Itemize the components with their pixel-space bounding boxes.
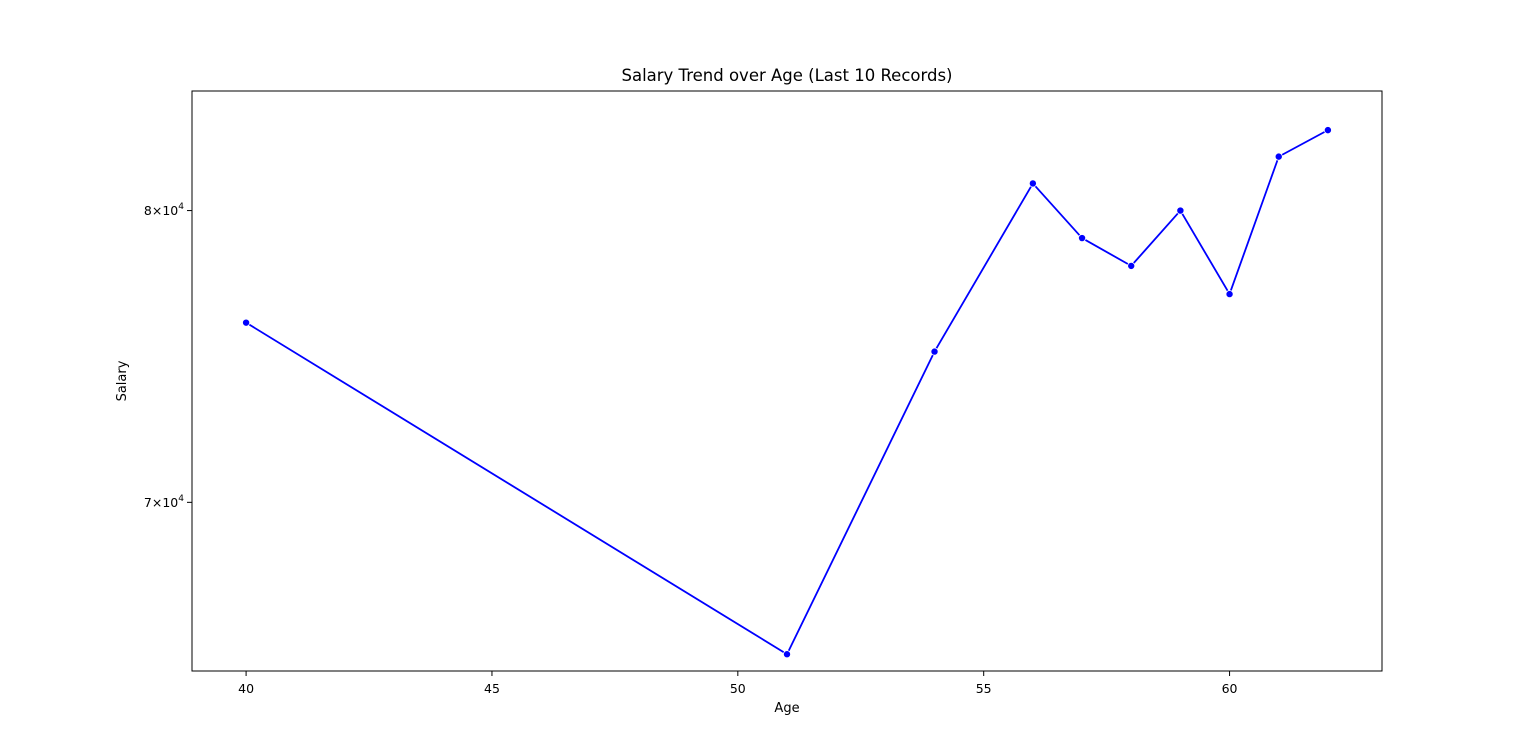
data-point [783,650,792,659]
chart-title: Salary Trend over Age (Last 10 Records) [621,66,952,85]
y-tick-base: 10 [162,495,178,510]
y-tick-mantissa: 8 [144,203,152,218]
salary-series-points [242,126,1332,659]
x-tick-label: 45 [484,681,500,696]
data-point [1225,290,1234,299]
plot-area-frame [191,90,1383,672]
y-tick-base: 10 [162,203,178,218]
times-sign: × [152,495,162,510]
y-axis-label: Salary [115,360,130,401]
data-point [1078,234,1087,243]
y-tick-mantissa: 7 [144,495,152,510]
x-tick-label: 50 [730,681,746,696]
x-tick-label: 40 [238,681,254,696]
y-tick-label: 8×104 [144,202,184,218]
times-sign: × [152,203,162,218]
data-point [930,347,939,356]
y-tick-exponent: 4 [178,494,184,504]
data-point [1176,206,1185,215]
x-tick-label: 60 [1222,681,1238,696]
x-axis: 40 45 50 55 60 [238,671,1238,696]
data-point [1028,179,1037,188]
x-tick-label: 55 [976,681,992,696]
data-point [242,318,251,327]
x-axis-label: Age [774,701,799,716]
data-point [1274,152,1283,161]
data-point [1127,261,1136,270]
salary-series-line [245,129,1329,656]
y-tick-label: 7×104 [144,494,184,510]
data-point [1323,126,1332,135]
y-tick-exponent: 4 [178,202,184,212]
